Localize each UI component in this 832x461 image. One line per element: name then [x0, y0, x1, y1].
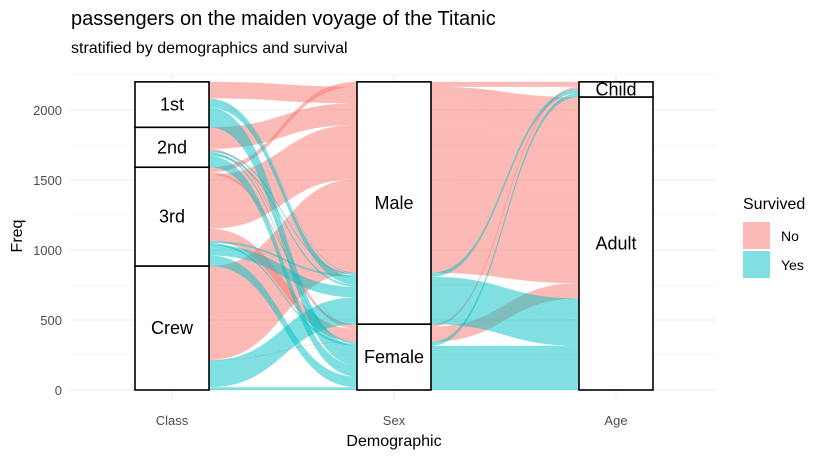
flows	[209, 81, 579, 390]
y-tick-label: 500	[40, 313, 62, 328]
flow-1st-Male-Child-yes	[431, 89, 579, 274]
flow-1st-Male-Adult-no	[209, 81, 357, 104]
x-tick-label: Sex	[383, 413, 406, 428]
y-tick-label: 0	[55, 383, 62, 398]
flow-3rd-Female-Child-yes	[209, 243, 357, 346]
flow-2nd-Female-Adult-yes	[209, 156, 357, 377]
flow-1st-Female-Adult-yes	[209, 107, 357, 366]
flow-2nd-Male-Adult-yes	[431, 284, 579, 309]
stratum-sex-male	[356, 81, 432, 325]
flow-3rd-Female-Adult-yes	[209, 255, 357, 388]
flow-1st-Male-Adult-no	[431, 86, 579, 114]
flow-2nd-Male-Adult-no	[431, 103, 579, 136]
flow-2nd-Male-Adult-yes	[209, 154, 357, 287]
legend-label-yes: Yes	[781, 257, 804, 273]
y-tick-label: 1500	[33, 173, 62, 188]
flow-2nd-Male-Child-yes	[209, 150, 357, 276]
x-tick-label: Class	[156, 413, 189, 428]
flow-1st-Female-Adult-yes	[431, 345, 579, 366]
flow-3rd-Male-Adult-no	[431, 124, 579, 190]
stratum-class-2nd	[134, 126, 210, 169]
flow-Crew-Male-Adult-yes	[431, 297, 579, 346]
legend-swatch-yes	[743, 251, 770, 278]
stratum-age-adult	[578, 96, 654, 391]
flow-3rd-Male-Adult-no	[209, 124, 357, 229]
stratum-label-child: Child	[595, 79, 636, 99]
stratum-class-1st	[134, 81, 210, 129]
flow-Crew-Female-Adult-yes	[431, 387, 579, 390]
flow-2nd-Male-Child-yes	[431, 89, 579, 276]
legend-label-no: No	[781, 228, 799, 244]
flow-1st-Male-Child-yes	[209, 98, 357, 274]
legend-swatch-no	[743, 222, 770, 249]
chart-title: passengers on the maiden voyage of the T…	[71, 8, 496, 30]
stratum-label-crew: Crew	[151, 318, 194, 338]
flow-3rd-Male-Child-yes	[209, 241, 357, 277]
stratum-label-male: Male	[374, 193, 413, 213]
flow-2nd-Female-Adult-yes	[431, 365, 579, 377]
y-ticks: 0 500 1000 1500 2000	[33, 103, 62, 398]
flow-1st-Male-Adult-yes	[209, 99, 357, 285]
flow-3rd-Female-Adult-no	[209, 228, 357, 342]
flow-3rd-Female-Child-yes	[431, 95, 579, 346]
legend-title: Survived	[743, 196, 805, 213]
legend: Survived No Yes	[743, 196, 805, 278]
stratum-label-1st: 1st	[160, 95, 184, 115]
stratum-class-crew	[134, 265, 210, 391]
flow-Crew-Female-Adult-yes	[209, 387, 357, 390]
x-axis-title: Demographic	[346, 433, 441, 450]
x-tick-label: Age	[604, 413, 627, 428]
y-axis-title: Freq	[9, 220, 26, 253]
stratum-label-2nd: 2nd	[157, 137, 187, 157]
flow-2nd-Female-Child-yes	[209, 152, 357, 344]
x-ticks: Class Sex Age	[156, 413, 628, 428]
strata: 1st 2nd 3rd Crew Male Female Child Adult	[134, 79, 654, 391]
flow-1st-Male-Adult-yes	[431, 276, 579, 307]
stratum-sex-female	[356, 323, 432, 391]
stratum-label-3rd: 3rd	[159, 207, 185, 227]
flow-3rd-Male-Adult-yes	[431, 286, 579, 319]
chart-subtitle: stratified by demographics and survival	[71, 40, 348, 57]
flow-2nd-Female-Child-yes	[431, 93, 579, 344]
y-tick-label: 1000	[33, 243, 62, 258]
flow-Crew-Male-Adult-yes	[209, 297, 357, 388]
stratum-label-adult: Adult	[595, 234, 636, 254]
flow-3rd-Male-Child-yes	[431, 91, 579, 277]
stratum-label-female: Female	[364, 347, 424, 367]
y-tick-label: 2000	[33, 103, 62, 118]
flow-1st-Female-Child-yes	[431, 93, 579, 342]
stratum-class-3rd	[134, 166, 210, 267]
flow-3rd-Female-Adult-yes	[431, 376, 579, 388]
flow-3rd-Male-Child-no	[431, 81, 579, 87]
